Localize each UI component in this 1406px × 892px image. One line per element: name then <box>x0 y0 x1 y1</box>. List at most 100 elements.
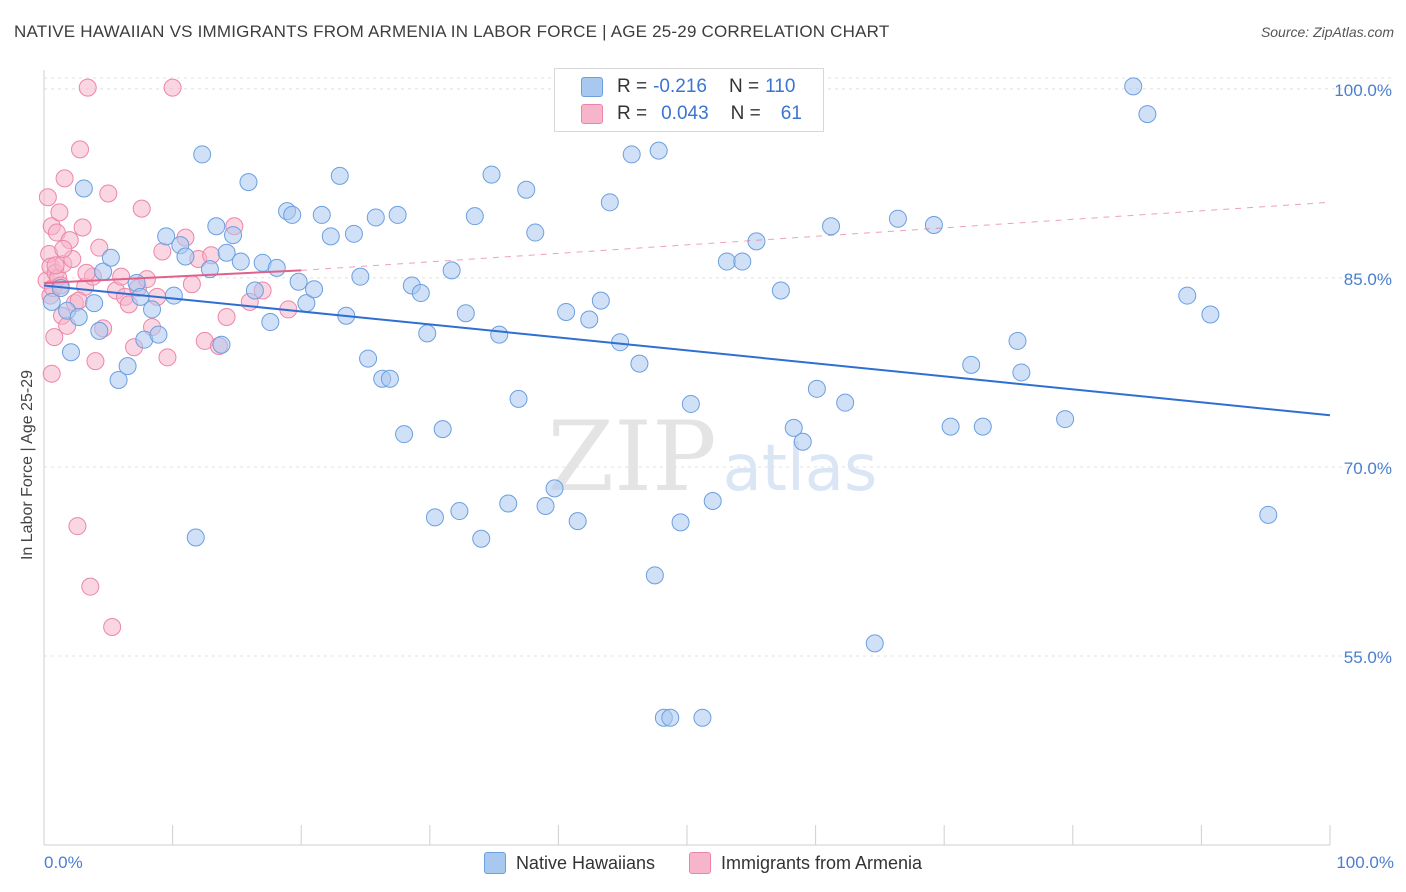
data-point <box>344 224 363 243</box>
legend-row-hawaiians: R = -0.216 N = 110 <box>581 73 801 101</box>
data-point <box>941 417 960 436</box>
data-point <box>771 281 790 300</box>
data-point <box>143 300 162 319</box>
data-point <box>55 169 74 188</box>
series-hawaiian-points <box>42 77 1278 727</box>
legend-label-armenia: Immigrants from Armenia <box>721 852 923 873</box>
data-point <box>224 226 243 245</box>
legend-swatch-hawaiians <box>483 852 506 874</box>
legend-r-label: R = <box>617 76 648 97</box>
data-point <box>418 324 437 343</box>
data-point <box>289 272 308 291</box>
data-point <box>118 357 137 376</box>
data-point <box>239 173 258 192</box>
data-point <box>536 497 555 516</box>
data-point <box>182 275 201 294</box>
data-point <box>661 708 680 727</box>
legend-item-hawaiians[interactable]: Native Hawaiians <box>483 852 655 874</box>
data-point <box>312 205 331 224</box>
trend-line-armenia <box>43 269 302 284</box>
data-point <box>217 243 236 262</box>
data-point <box>103 617 122 636</box>
y-tick-label: 70.0% <box>1344 459 1392 478</box>
data-point <box>85 294 104 313</box>
y-tick-label: 85.0% <box>1344 270 1392 289</box>
data-point <box>245 281 264 300</box>
data-point <box>366 208 385 227</box>
data-point <box>149 325 168 344</box>
data-point <box>425 508 444 527</box>
data-point <box>717 252 736 271</box>
data-point <box>465 207 484 226</box>
data-point <box>499 494 518 513</box>
y-tick-label: 55.0% <box>1344 648 1392 667</box>
data-point <box>176 247 195 266</box>
data-point <box>545 479 564 498</box>
data-point <box>924 216 943 234</box>
data-point <box>600 193 619 212</box>
data-point <box>212 335 231 354</box>
gridlines <box>44 77 1392 657</box>
data-point <box>388 205 407 224</box>
data-point <box>580 310 599 329</box>
data-point <box>158 348 177 367</box>
data-point <box>200 260 219 279</box>
data-point <box>442 261 461 280</box>
y-tick-label: 100.0% <box>1334 81 1392 100</box>
data-point <box>69 307 88 326</box>
data-point <box>90 238 109 257</box>
data-point <box>109 371 128 389</box>
data-point <box>78 78 97 97</box>
data-point <box>456 304 475 323</box>
data-point <box>888 209 907 228</box>
data-point <box>81 577 100 596</box>
data-point <box>1124 77 1143 96</box>
data-point <box>86 352 105 371</box>
data-point <box>351 267 370 286</box>
legend-label-hawaiians: Native Hawaiians <box>515 852 655 873</box>
data-point <box>1138 105 1157 124</box>
data-point <box>482 165 501 184</box>
source-label: Source: ZipAtlas.com <box>1260 24 1394 40</box>
data-point <box>784 418 803 437</box>
data-point <box>681 394 700 413</box>
data-point <box>517 180 536 199</box>
data-point <box>649 141 668 160</box>
data-point <box>99 184 118 203</box>
data-point <box>231 252 250 271</box>
data-point <box>450 502 469 521</box>
data-point <box>283 205 302 224</box>
data-point <box>101 248 120 267</box>
data-point <box>793 432 812 451</box>
data-point <box>433 420 452 439</box>
x-tick-label-min: 0.0% <box>44 853 83 872</box>
data-point <box>1056 410 1075 429</box>
data-point <box>703 491 722 510</box>
data-point <box>509 389 528 408</box>
data-point <box>164 286 183 305</box>
legend-item-armenia[interactable]: Immigrants from Armenia <box>689 852 922 874</box>
data-point <box>411 284 430 303</box>
data-point <box>693 708 712 727</box>
legend-n-label: N = <box>728 76 760 97</box>
data-point <box>557 302 576 321</box>
legend-r-value: -0.216 <box>653 76 707 97</box>
legend-n-value: 61 <box>780 103 802 124</box>
data-point <box>671 513 690 532</box>
data-point <box>305 280 324 299</box>
y-tick-labels: 100.0% 85.0% 70.0% 55.0% <box>1334 81 1392 667</box>
data-point <box>90 321 109 340</box>
data-point <box>1008 331 1027 350</box>
legend-swatch-armenia <box>581 104 603 124</box>
legend-r-value: 0.043 <box>661 103 709 124</box>
data-point <box>591 291 610 310</box>
data-point <box>962 355 981 374</box>
x-tick-label-max: 100.0% <box>1336 853 1394 872</box>
data-point <box>46 256 65 275</box>
data-point <box>45 328 64 347</box>
data-point <box>38 188 57 207</box>
data-point <box>54 239 73 258</box>
data-point <box>526 223 545 242</box>
data-point <box>622 145 641 164</box>
